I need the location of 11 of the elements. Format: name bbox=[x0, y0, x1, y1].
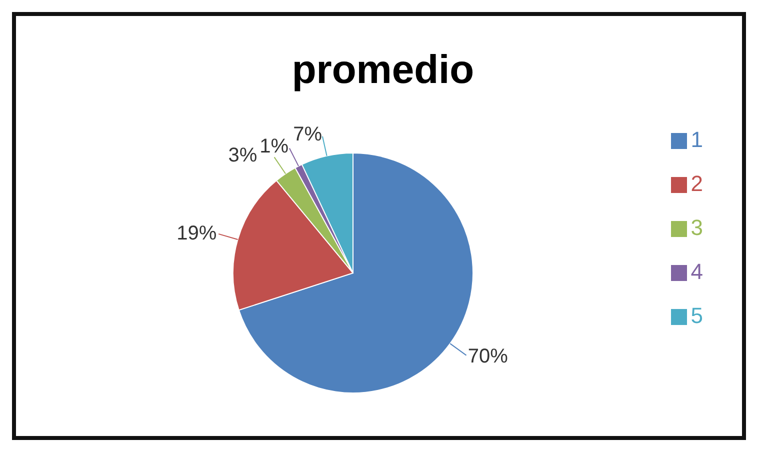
chart-title: promedio bbox=[290, 48, 476, 93]
legend-label: 4 bbox=[690, 259, 703, 284]
legend-label: 5 bbox=[690, 303, 703, 328]
data-label: 70% bbox=[468, 345, 508, 368]
legend-label: 3 bbox=[690, 215, 703, 240]
data-label: 7% bbox=[293, 123, 322, 146]
legend-label: 2 bbox=[690, 171, 703, 196]
legend-label: 1 bbox=[690, 127, 703, 152]
data-label: 19% bbox=[176, 222, 217, 244]
data-label: 1% bbox=[260, 135, 289, 158]
data-label: 3% bbox=[228, 144, 258, 167]
